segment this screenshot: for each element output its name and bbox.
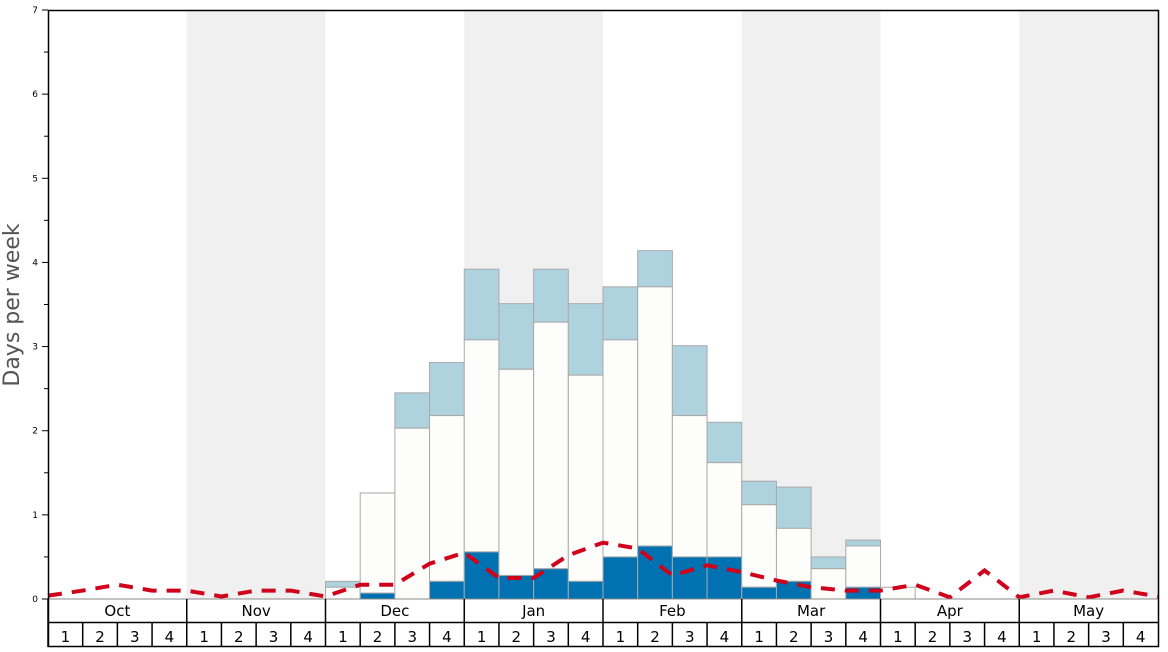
week-label: 2	[95, 628, 105, 646]
week-label: 2	[512, 628, 522, 646]
week-label: 3	[824, 628, 834, 646]
average-dashed-line	[47, 540, 1159, 600]
week-label: 4	[997, 628, 1007, 646]
bar-middle-segment	[463, 339, 500, 553]
week-label: 3	[1101, 628, 1111, 646]
bar-light-segment	[741, 480, 777, 506]
month-label-feb: Feb	[659, 602, 686, 620]
bar-light-segment	[533, 268, 569, 323]
month-band-may	[1019, 10, 1158, 599]
bar-dark-segment	[429, 580, 465, 600]
bar-dark-segment	[671, 556, 708, 600]
bar-light-segment	[671, 345, 708, 417]
month-label-mar: Mar	[797, 602, 826, 620]
week-label: 4	[442, 628, 452, 646]
bar-dark-segment	[775, 580, 812, 600]
week-label: 3	[269, 628, 279, 646]
bar-light-segment	[325, 580, 361, 588]
bar-light-segment	[602, 286, 639, 341]
bar-light-segment	[810, 556, 847, 570]
bar-light-segment	[637, 250, 673, 288]
y-tick-label: 7	[32, 6, 38, 16]
bar-dark-segment	[359, 592, 396, 600]
month-label-nov: Nov	[241, 602, 270, 620]
bar-middle-segment	[359, 492, 396, 594]
week-label: 2	[373, 628, 383, 646]
week-label: 1	[754, 628, 764, 646]
week-label: 2	[789, 628, 799, 646]
week-label: 4	[303, 628, 313, 646]
bar-dark-segment	[567, 580, 604, 600]
week-label: 4	[1136, 628, 1146, 646]
y-tick-label: 3	[32, 343, 38, 353]
bar-light-segment	[463, 268, 500, 341]
week-label: 2	[928, 628, 938, 646]
month-band-nov	[186, 10, 326, 599]
month-label-jan: Jan	[521, 602, 545, 620]
bar-light-segment	[394, 392, 431, 429]
plot-frame	[47, 9, 1160, 648]
week-label: 3	[685, 628, 695, 646]
bar-middle-segment	[671, 415, 708, 558]
week-label: 3	[546, 628, 556, 646]
week-label: 4	[858, 628, 868, 646]
bar-middle-segment	[567, 374, 604, 582]
week-label: 3	[407, 628, 417, 646]
week-label: 1	[893, 628, 903, 646]
y-tick-label: 5	[32, 174, 38, 184]
y-tick-label: 2	[32, 427, 38, 437]
bar-middle-segment	[775, 527, 812, 582]
week-label: 4	[720, 628, 730, 646]
y-tick-label: 0	[32, 595, 38, 605]
bar-light-segment	[845, 539, 881, 547]
week-label: 1	[1032, 628, 1042, 646]
bar-light-segment	[498, 303, 535, 370]
bar-dark-segment	[741, 586, 777, 600]
month-label-apr: Apr	[937, 602, 964, 620]
y-tick-label: 6	[32, 90, 38, 100]
week-label: 1	[616, 628, 626, 646]
bar-middle-segment	[845, 545, 881, 588]
week-label: 1	[61, 628, 71, 646]
bar-light-segment	[567, 303, 604, 376]
y-tick-label: 4	[32, 258, 38, 268]
week-label: 2	[234, 628, 244, 646]
bar-dark-segment	[602, 556, 639, 600]
bar-middle-segment	[602, 339, 639, 558]
week-label: 2	[1067, 628, 1077, 646]
week-label: 3	[962, 628, 972, 646]
bar-light-segment	[706, 421, 743, 464]
week-label: 3	[130, 628, 140, 646]
y-tick-label: 1	[32, 511, 38, 521]
bar-middle-segment	[637, 286, 673, 547]
month-label-oct: Oct	[104, 602, 130, 620]
week-label: 4	[165, 628, 175, 646]
y-axis-label: Days per week	[0, 223, 25, 386]
bar-dark-segment	[706, 556, 743, 600]
month-label-dec: Dec	[380, 602, 409, 620]
week-label: 1	[199, 628, 209, 646]
bar-middle-segment	[706, 462, 743, 558]
bar-middle-segment	[533, 321, 569, 570]
week-label: 4	[581, 628, 591, 646]
bar-middle-segment	[429, 415, 465, 582]
week-label: 1	[338, 628, 348, 646]
bar-middle-segment	[498, 368, 535, 576]
bar-light-segment	[775, 486, 812, 529]
bar-light-segment	[429, 362, 465, 417]
week-label: 2	[650, 628, 660, 646]
bar-middle-segment	[810, 568, 847, 600]
month-label-may: May	[1073, 602, 1104, 620]
week-label: 1	[477, 628, 487, 646]
